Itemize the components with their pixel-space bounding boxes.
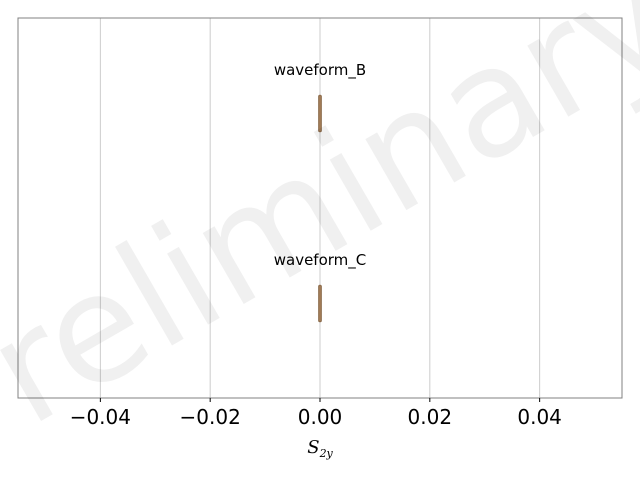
- x-tick-label: −0.04: [70, 405, 131, 429]
- series-label: waveform_B: [274, 61, 366, 80]
- series-label: waveform_C: [274, 251, 367, 270]
- grid-lines: [99, 18, 541, 398]
- x-axis-label-main: S: [307, 437, 319, 458]
- x-axis-ticks: −0.04 −0.02 0.00 0.02 0.04: [70, 398, 562, 429]
- x-axis-label-sub: 2y: [319, 447, 334, 460]
- x-tick-label: −0.02: [180, 405, 241, 429]
- series-marks: waveform_B waveform_C: [274, 61, 367, 323]
- x-axis-label: S2y: [307, 437, 333, 460]
- x-tick-label: 0.00: [298, 405, 343, 429]
- series-mark: [318, 94, 322, 133]
- x-tick-label: 0.04: [517, 405, 562, 429]
- series-mark: [318, 284, 322, 323]
- x-tick-label: 0.02: [408, 405, 453, 429]
